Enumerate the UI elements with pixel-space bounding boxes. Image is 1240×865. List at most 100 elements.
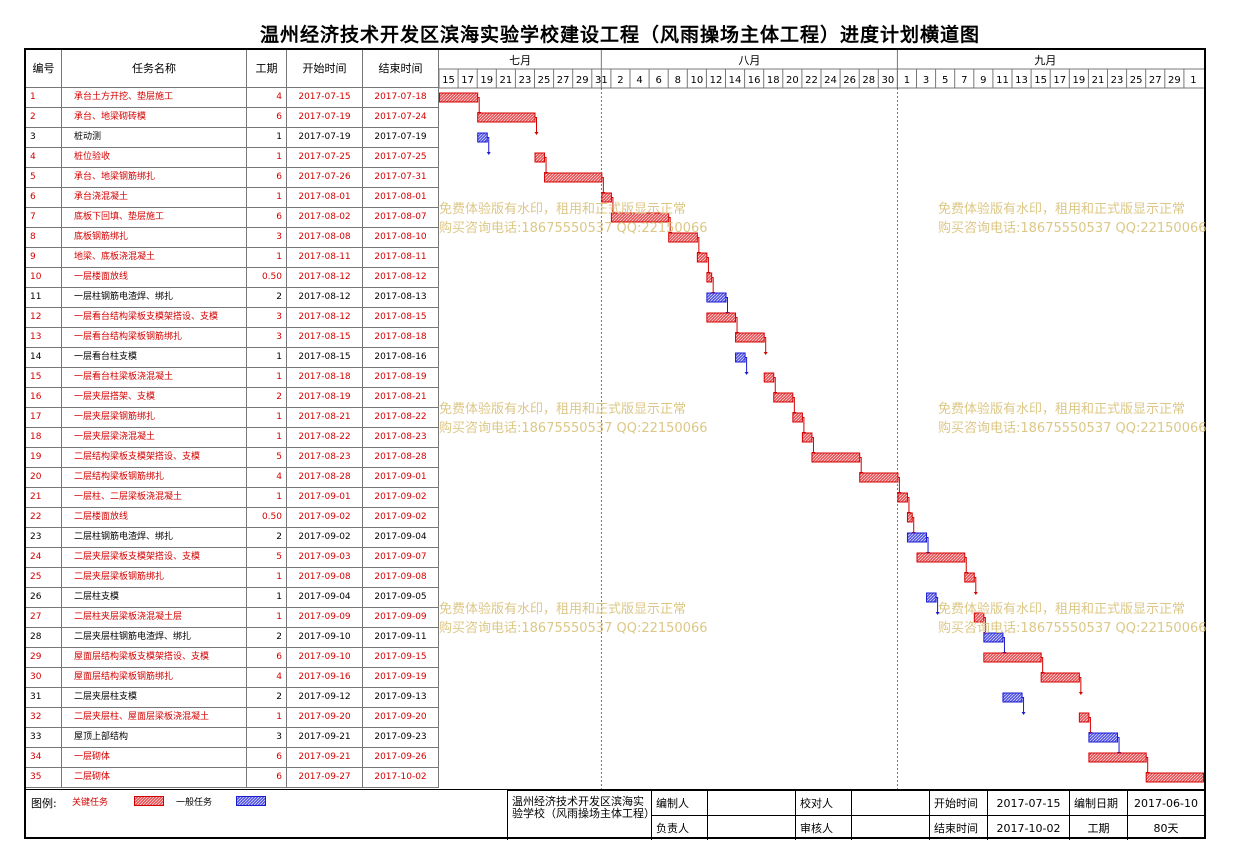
- cell-start: 2017-08-22: [287, 428, 363, 448]
- dependency-arrow: [534, 132, 539, 135]
- cell-dur: 6: [247, 168, 287, 188]
- cell-dur: 6: [247, 748, 287, 768]
- cell-start: 2017-08-12: [287, 268, 363, 288]
- cell-start: 2017-09-01: [287, 488, 363, 508]
- cell-name: 二层楼面放线: [62, 508, 247, 528]
- checker-value: [851, 790, 929, 815]
- compiler-label: 编制人: [651, 790, 707, 815]
- day-tick-label: 27: [557, 75, 570, 86]
- cell-dur: 1: [247, 148, 287, 168]
- day-tick-label: 15: [1034, 75, 1047, 86]
- cell-start: 2017-08-19: [287, 388, 363, 408]
- cell-end: 2017-08-13: [363, 288, 439, 308]
- cell-start: 2017-08-12: [287, 308, 363, 328]
- cell-end: 2017-09-07: [363, 548, 439, 568]
- cell-no: 19: [26, 448, 62, 468]
- cell-name: 承台土方开挖、垫层施工: [62, 88, 247, 108]
- cell-dur: 6: [247, 648, 287, 668]
- cell-start: 2017-07-26: [287, 168, 363, 188]
- cell-no: 1: [26, 88, 62, 108]
- reviewer-label: 审核人: [795, 815, 851, 840]
- cell-end: 2017-08-10: [363, 228, 439, 248]
- task-bar-3: [477, 132, 488, 143]
- task-bar-4: [534, 152, 546, 163]
- task-bar-13: [735, 332, 765, 343]
- cell-no: 5: [26, 168, 62, 188]
- cell-name: 承台、地梁钢筋绑扎: [62, 168, 247, 188]
- cell-dur: 6: [247, 208, 287, 228]
- cell-no: 18: [26, 428, 62, 448]
- day-tick-label: 23: [519, 75, 532, 86]
- cell-end: 2017-08-21: [363, 388, 439, 408]
- cell-end: 2017-09-09: [363, 608, 439, 628]
- owner-value: [707, 815, 795, 840]
- cell-name: 桩动测: [62, 128, 247, 148]
- day-tick-label: 7: [961, 75, 967, 86]
- dependency-arrow: [1021, 712, 1026, 715]
- cell-name: 底板下回填、垫层施工: [62, 208, 247, 228]
- cell-dur: 3: [247, 728, 287, 748]
- cell-dur: 4: [247, 668, 287, 688]
- cell-no: 7: [26, 208, 62, 228]
- checker-label: 校对人: [795, 790, 851, 815]
- day-tick-label: 17: [461, 75, 474, 86]
- cell-dur: 2: [247, 688, 287, 708]
- cell-name: 二层柱钢筋电渣焊、绑扎: [62, 528, 247, 548]
- cell-end: 2017-09-23: [363, 728, 439, 748]
- cell-start: 2017-08-21: [287, 408, 363, 428]
- day-tick-label: 9: [980, 75, 986, 86]
- cell-end: 2017-08-16: [363, 348, 439, 368]
- cell-start: 2017-08-01: [287, 188, 363, 208]
- start-value: 2017-07-15: [987, 790, 1069, 815]
- day-tick-label: 19: [1072, 75, 1085, 86]
- cell-start: 2017-09-21: [287, 748, 363, 768]
- day-tick-label: 29: [576, 75, 589, 86]
- cell-no: 13: [26, 328, 62, 348]
- cell-name: 二层砌体: [62, 768, 247, 788]
- task-bar-17: [792, 412, 803, 423]
- cell-name: 二层结构梁板钢筋绑扎: [62, 468, 247, 488]
- cell-name: 二层夹层柱、屋面层梁板浇混凝土: [62, 708, 247, 728]
- cell-dur: 0.50: [247, 268, 287, 288]
- cell-name: 二层夹层柱支模: [62, 688, 247, 708]
- task-bar-29: [983, 652, 1042, 663]
- cell-dur: 4: [247, 88, 287, 108]
- cell-end: 2017-09-20: [363, 708, 439, 728]
- compiler-value: [707, 790, 795, 815]
- cell-end: 2017-07-18: [363, 88, 439, 108]
- cell-start: 2017-09-27: [287, 768, 363, 788]
- cell-start: 2017-09-04: [287, 588, 363, 608]
- date-label: 编制日期: [1069, 790, 1127, 815]
- cell-start: 2017-09-09: [287, 608, 363, 628]
- cell-start: 2017-09-21: [287, 728, 363, 748]
- day-tick-label: 23: [1111, 75, 1124, 86]
- cell-dur: 4: [247, 468, 287, 488]
- day-tick-label: 28: [862, 75, 875, 86]
- task-bar-21: [897, 492, 908, 503]
- dependency-arrow: [935, 612, 940, 615]
- day-tick-label: 21: [1092, 75, 1105, 86]
- day-tick-label: 22: [805, 75, 818, 86]
- cell-dur: 3: [247, 328, 287, 348]
- dependency-arrow: [763, 352, 768, 355]
- task-bar-28: [983, 632, 1004, 643]
- reviewer-value: [851, 815, 929, 840]
- cell-dur: 1: [247, 128, 287, 148]
- task-bar-27: [973, 612, 985, 623]
- task-bar-22: [906, 512, 913, 523]
- cell-no: 10: [26, 268, 62, 288]
- cell-name: 一层柱、二层梁板浇混凝土: [62, 488, 247, 508]
- cell-no: 15: [26, 368, 62, 388]
- task-bar-10: [706, 272, 713, 283]
- legend-normal-label: 一般任务: [176, 798, 213, 808]
- cell-end: 2017-09-05: [363, 588, 439, 608]
- cell-no: 34: [26, 748, 62, 768]
- task-bar-8: [668, 232, 698, 243]
- task-bar-25: [964, 572, 975, 583]
- cell-dur: 5: [247, 548, 287, 568]
- cell-start: 2017-09-10: [287, 628, 363, 648]
- day-tick-label: 24: [824, 75, 837, 86]
- day-tick-label: 13: [1015, 75, 1028, 86]
- cell-name: 屋顶上部结构: [62, 728, 247, 748]
- cell-end: 2017-09-13: [363, 688, 439, 708]
